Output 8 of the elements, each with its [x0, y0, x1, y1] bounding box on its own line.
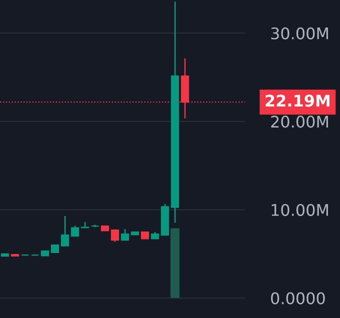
y-tick-label: 30.00M — [271, 27, 328, 40]
candlestick — [70, 225, 80, 237]
candlestick — [110, 228, 120, 242]
y-tick-label: 20.00M — [271, 116, 328, 128]
y-tick-label: 10.00M — [272, 204, 328, 216]
ref-line-label: 22.19M — [266, 94, 330, 107]
candlestick — [60, 215, 70, 246]
y-tick-label: 0.0000 — [271, 292, 325, 304]
